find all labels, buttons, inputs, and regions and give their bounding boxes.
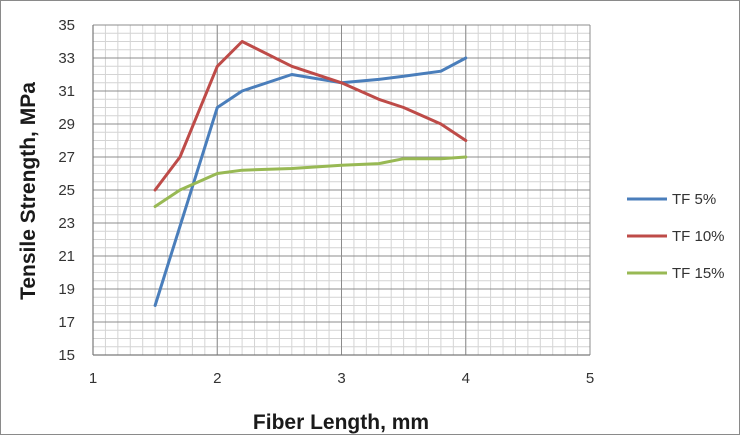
y-tick-labels: 15 17 19 21 23 25 27 29 31 33 35: [58, 17, 75, 364]
y-tick-label: 33: [58, 50, 75, 67]
x-tick-labels: 1 2 3 4 5: [89, 370, 594, 387]
y-tick-label: 31: [58, 83, 75, 100]
axes: [92, 25, 590, 356]
legend-label: TF 15%: [672, 265, 725, 282]
y-tick-label: 29: [58, 116, 75, 133]
y-tick-label: 23: [58, 215, 75, 232]
y-tick-label: 15: [58, 347, 75, 364]
series-line-3: [153, 155, 468, 208]
legend-label: TF 5%: [672, 191, 716, 208]
legend-label: TF 10%: [672, 228, 725, 245]
x-tick-label: 1: [89, 370, 97, 387]
y-tick-label: 27: [58, 149, 75, 166]
y-tick-label: 21: [58, 248, 75, 265]
x-tick-label: 5: [586, 370, 594, 387]
y-tick-label: 19: [58, 281, 75, 298]
x-tick-label: 3: [337, 370, 345, 387]
x-tick-label: 2: [213, 370, 221, 387]
y-tick-label: 17: [58, 314, 75, 331]
legend: TF 5% TF 10% TF 15%: [627, 191, 725, 282]
x-axis-title: Fiber Length, mm: [253, 411, 429, 434]
y-axis-title: Tensile Strength, MPa: [17, 82, 40, 300]
series-lines: [153, 40, 468, 307]
y-tick-label: 35: [58, 17, 75, 34]
x-tick-label: 4: [462, 370, 470, 387]
series-line-2: [153, 40, 468, 192]
y-tick-label: 25: [58, 182, 75, 199]
